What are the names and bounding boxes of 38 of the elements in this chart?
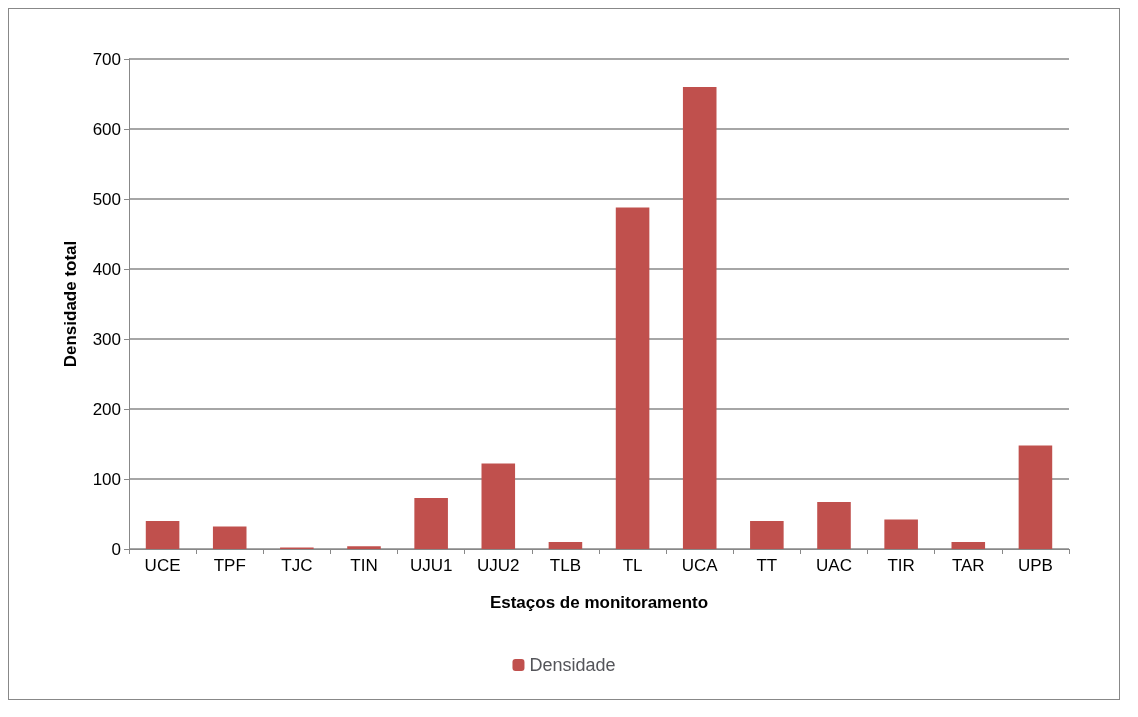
bar	[615, 207, 650, 549]
x-tick-label: TPF	[213, 556, 246, 575]
x-tick-label: UJU2	[477, 556, 520, 575]
bar	[817, 502, 851, 549]
x-tick-label: UJU1	[409, 556, 453, 575]
x-tick-label: UPB	[1017, 556, 1053, 575]
x-tick-label: TT	[756, 556, 778, 575]
bar	[145, 521, 180, 549]
bar	[884, 519, 918, 549]
y-tick-label: 0	[111, 539, 121, 559]
x-tick-label: TAR	[951, 556, 985, 575]
bar	[212, 526, 247, 549]
y-tick-label: 200	[92, 399, 121, 419]
x-tick-label: UCE	[144, 556, 181, 575]
bar	[750, 521, 784, 549]
bar	[481, 463, 516, 549]
x-tick-label: TLB	[549, 556, 582, 575]
y-tick-label: 300	[92, 329, 121, 349]
bar	[1018, 445, 1053, 549]
bar	[951, 542, 986, 549]
legend-label: Densidade	[529, 655, 616, 675]
y-tick-label: 400	[92, 259, 121, 279]
x-tick-label: UAC	[816, 556, 852, 575]
y-axis-title: Densidade total	[61, 240, 80, 368]
x-axis-title: Estaços de monitoramento	[489, 593, 709, 612]
bar	[682, 87, 717, 549]
y-tick-label: 600	[92, 119, 121, 139]
y-tick-label: 100	[92, 469, 121, 489]
bar	[414, 497, 448, 549]
x-tick-label: UCA	[681, 556, 719, 575]
x-tick-label: TIR	[887, 556, 915, 575]
x-tick-label: TIN	[350, 556, 378, 575]
bar	[548, 542, 583, 549]
x-tick-label: TL	[622, 556, 643, 575]
bar	[347, 546, 381, 549]
y-tick-label: 500	[92, 189, 121, 209]
x-tick-label: TJC	[281, 556, 313, 575]
y-tick-label: 700	[92, 49, 121, 69]
